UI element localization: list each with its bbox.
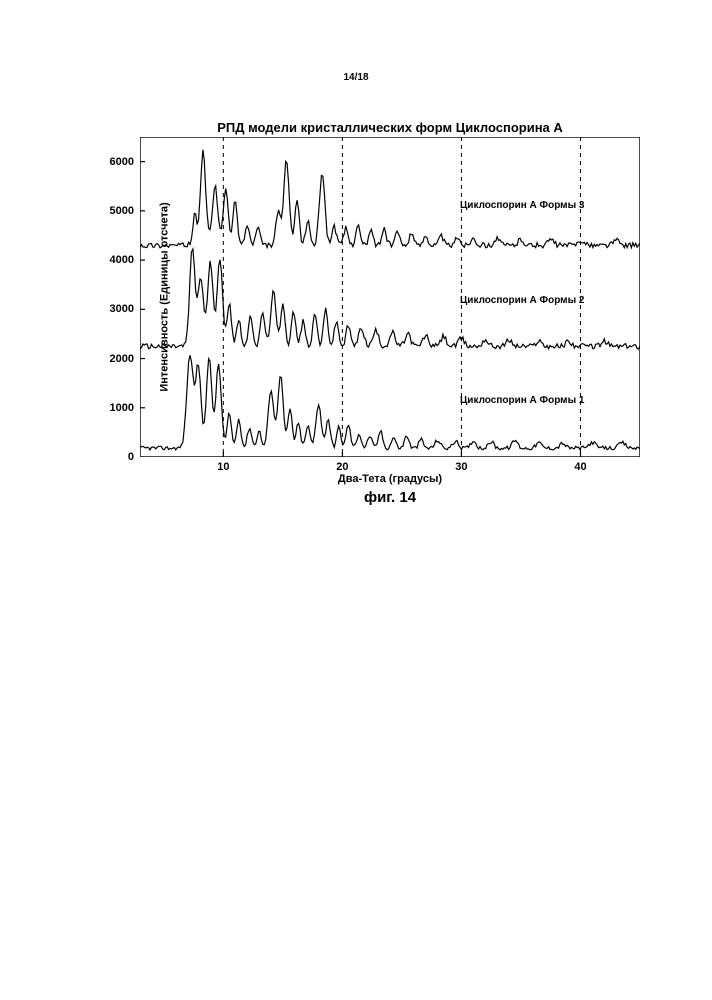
- y-tick-label: 5000: [110, 205, 140, 217]
- xrpd-chart: РПД модели кристаллических форм Циклоспо…: [80, 120, 640, 506]
- plot-area: Интенсивность (Единицы отсчета) 01000200…: [140, 137, 640, 457]
- series-label: Циклоспорин А Формы 3: [460, 200, 584, 211]
- y-tick-label: 1000: [110, 402, 140, 414]
- y-tick-label: 0: [128, 451, 140, 463]
- page-number: 14/18: [0, 72, 712, 83]
- x-tick-label: 10: [217, 457, 229, 473]
- x-tick-label: 40: [574, 457, 586, 473]
- x-tick-label: 30: [455, 457, 467, 473]
- figure-caption: фиг. 14: [140, 489, 640, 506]
- series-label: Циклоспорин А Формы 2: [460, 295, 584, 306]
- chart-title: РПД модели кристаллических форм Циклоспо…: [140, 120, 640, 135]
- y-tick-label: 6000: [110, 156, 140, 168]
- y-tick-label: 2000: [110, 353, 140, 365]
- y-tick-label: 4000: [110, 254, 140, 266]
- page: { "page_number": "14/18", "chart": { "ty…: [0, 0, 712, 1000]
- x-axis-label: Два-Тета (градусы): [140, 473, 640, 485]
- series-label: Циклоспорин А Формы 1: [460, 395, 584, 406]
- x-tick-label: 20: [336, 457, 348, 473]
- y-axis-label: Интенсивность (Единицы отсчета): [159, 202, 171, 391]
- series-trace: [140, 150, 640, 248]
- y-tick-label: 3000: [110, 303, 140, 315]
